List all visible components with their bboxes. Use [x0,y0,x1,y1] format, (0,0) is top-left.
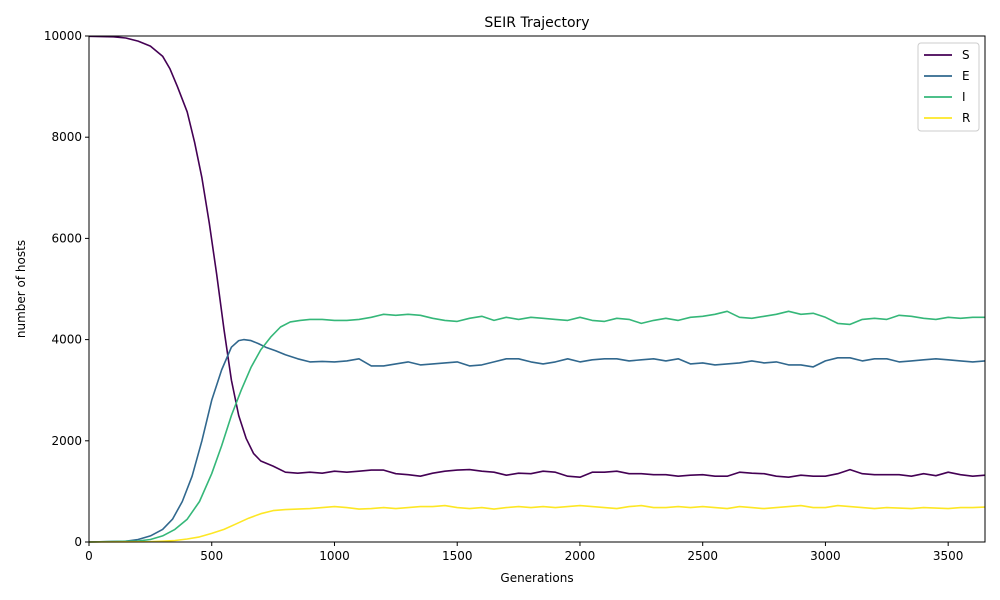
x-tick-label: 3000 [810,549,841,563]
x-tick-label: 2000 [565,549,596,563]
y-axis-ticks: 0 2000 4000 6000 8000 10000 [44,29,89,549]
y-axis-label: number of hosts [14,240,28,338]
legend-box [917,42,980,132]
y-tick-label: 4000 [51,333,82,347]
legend: SEIR [917,42,980,132]
x-tick-label: 500 [200,549,223,563]
legend-label-e: E [962,69,970,83]
chart-title: SEIR Trajectory [484,15,589,31]
y-tick-label: 2000 [51,434,82,448]
legend-label-s: S [962,48,970,62]
legend-label-r: R [962,111,970,125]
plot-frame [88,35,986,543]
y-tick-label: 6000 [51,231,82,245]
x-tick-label: 1500 [442,549,473,563]
x-axis-ticks: 0 500 1000 1500 2000 2500 3000 3500 [85,542,963,563]
legend-label-i: I [962,90,966,104]
x-tick-label: 2500 [687,549,718,563]
legend-entries: SEIR [924,48,970,125]
series-line-r [88,504,986,543]
y-tick-label: 10000 [44,29,82,43]
x-tick-label: 0 [85,549,93,563]
y-tick-label: 8000 [51,130,82,144]
series-line-s [88,35,986,479]
series-line-i [88,310,985,543]
x-axis-label: Generations [500,571,573,585]
series-line-e [88,338,986,543]
x-tick-label: 3500 [933,549,964,563]
y-tick-label: 0 [74,535,82,549]
x-tick-label: 1000 [319,549,350,563]
plot-lines [88,35,986,543]
